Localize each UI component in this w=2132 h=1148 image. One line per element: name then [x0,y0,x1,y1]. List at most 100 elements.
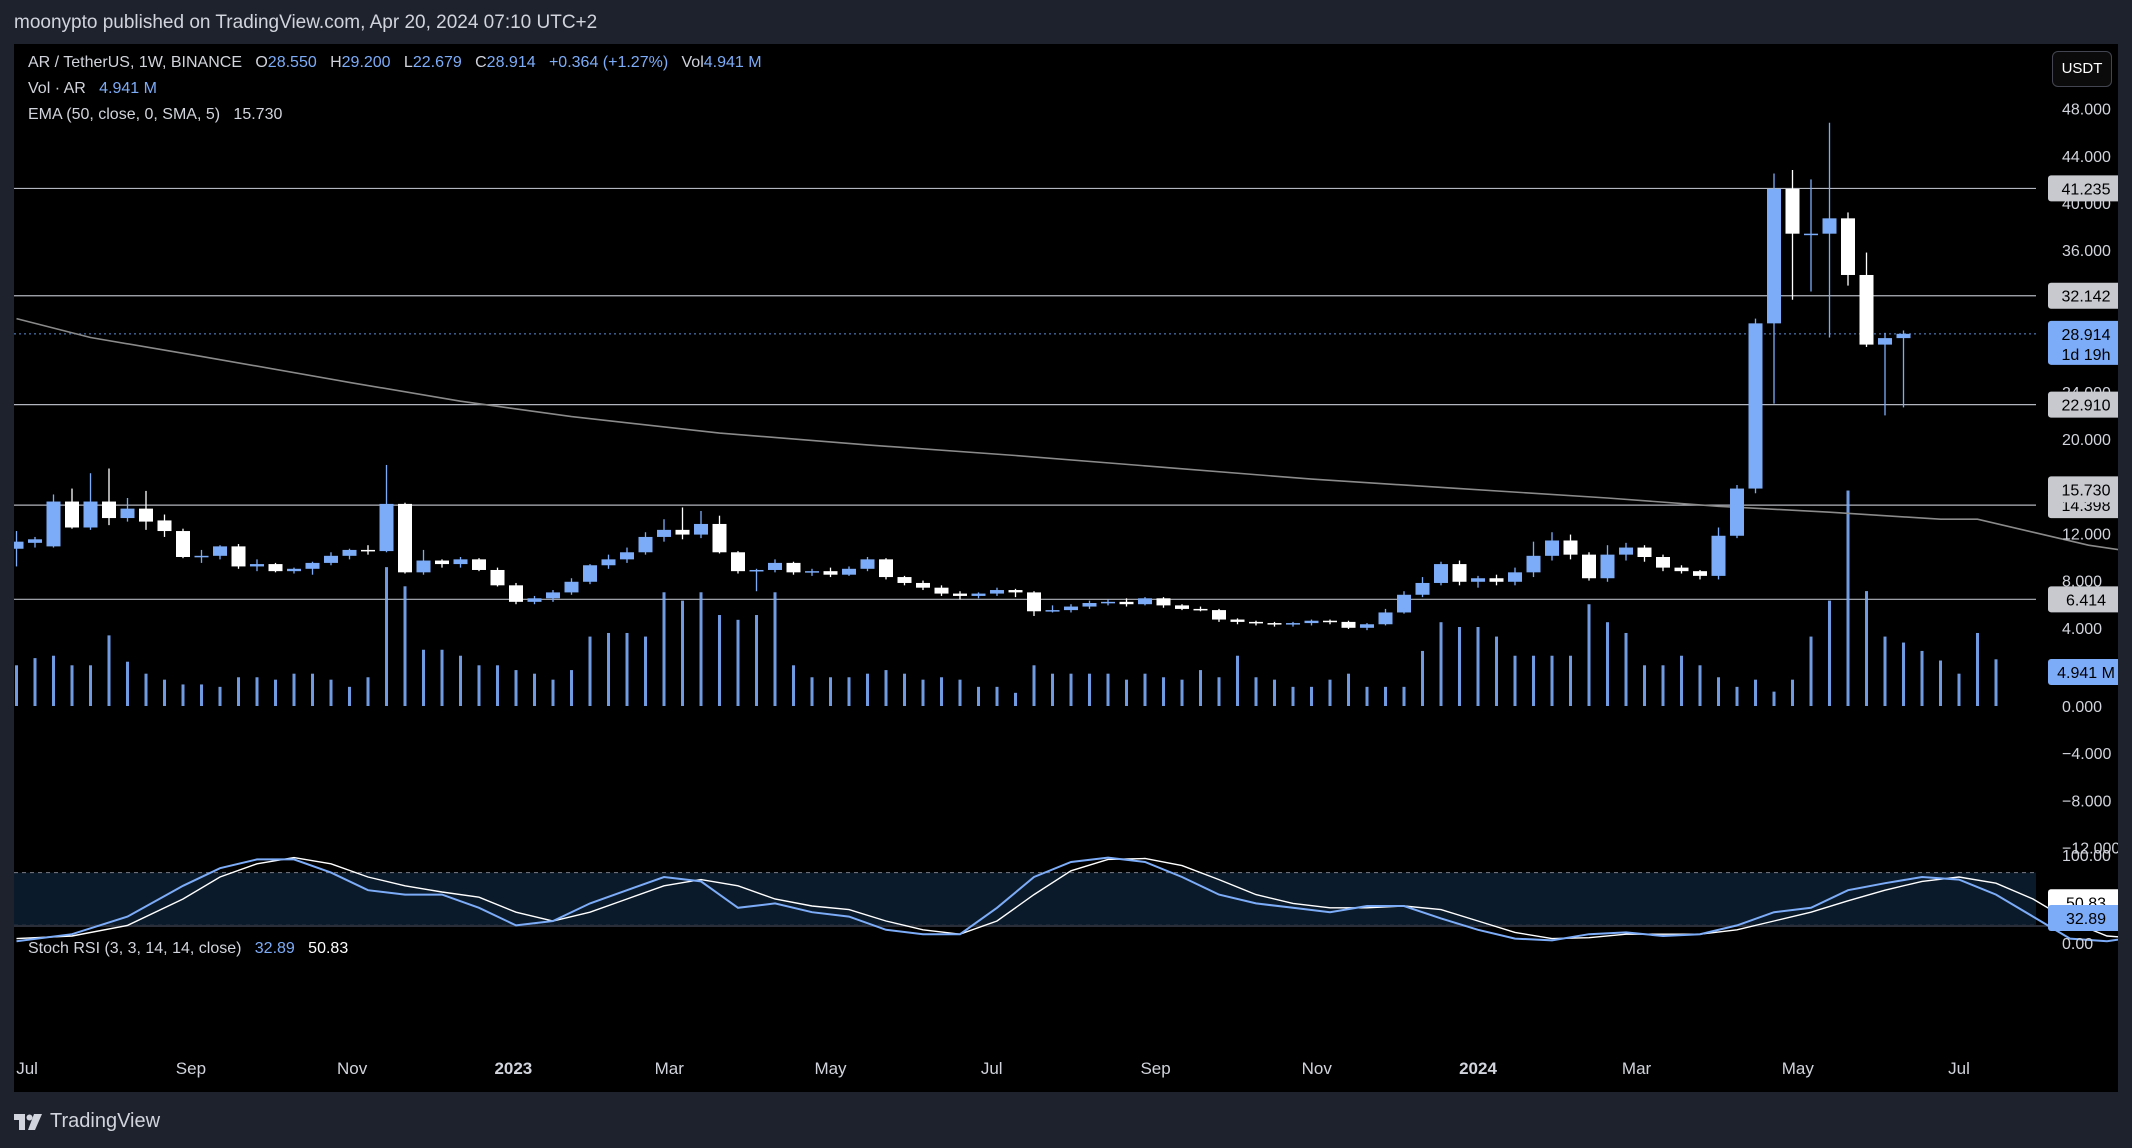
symbol-name[interactable]: AR / TetherUS, 1W, BINANCE [28,54,242,71]
volume-bar [1939,660,1942,706]
candle-body [509,585,523,602]
volume-bar [1606,622,1609,706]
volume-bar [255,677,259,706]
candle-body [1637,547,1652,557]
candle-body [287,568,301,572]
volume-tag-bg [2048,659,2118,685]
candle-body [916,582,930,588]
countdown-tag: 1d 19h [2062,347,2111,364]
candle-body [28,539,42,543]
candle-body [1082,603,1097,607]
candle-body [361,549,375,552]
candle-body [1360,624,1374,628]
candle-body [1656,557,1670,568]
stoch-tick-label: 100.00 [2062,848,2111,865]
candle-body [176,531,190,557]
candle-body [14,541,24,549]
candle-body [250,564,264,567]
footer: TradingView [0,1092,2132,1148]
low-value: 22.679 [412,54,462,71]
volume-legend[interactable]: Vol · AR 4.941 M [28,80,157,98]
candle-body [1415,582,1430,595]
ema-tag-bg [2048,476,2118,503]
candle-body [1711,535,1726,576]
volume-bar [1088,673,1091,706]
open-label: O [255,54,268,71]
candle-body [120,508,135,519]
candle-body [1748,323,1763,489]
candle-body [786,562,801,573]
symbol-legend[interactable]: AR / TetherUS, 1W, BINANCE O28.550 H29.2… [28,54,762,72]
volume-bar [1550,655,1554,706]
candle-body [934,587,949,594]
stoch-d-value: 50.83 [308,940,349,957]
tradingview-brand[interactable]: TradingView [14,1110,160,1133]
candle-body [1508,572,1522,582]
volume-bar [866,673,869,706]
stoch-k-value: 32.89 [254,940,295,957]
candle-body [879,559,893,578]
volume-bar [810,677,814,706]
candle-body [657,529,671,537]
volume-tick-label: −8.000 [2062,793,2111,810]
currency-button[interactable]: USDT [2052,51,2112,87]
candle-body [490,569,505,586]
last-price-tag-bg [2048,320,2118,365]
candle-body [379,503,394,552]
volume-bar [1051,673,1054,706]
candle-body [398,503,412,573]
volume-bar [995,686,999,706]
chart-canvas[interactable]: 4.0008.00012.00016.00020.00024.00028.000… [14,44,2118,1092]
candle-body [1230,619,1245,622]
candle-body [1175,605,1189,609]
time-tick-label: 2024 [1459,1059,1497,1078]
candle-body [527,598,542,602]
candle-body [953,593,967,596]
level-tag-4: 6.414 [2066,592,2106,609]
low-label: L [403,54,413,71]
candle-body [102,501,116,519]
volume-bar [1291,686,1295,706]
high-value: 29.200 [341,54,391,71]
candle-body [897,577,912,583]
volume-tick-label: −12.000 [2062,841,2118,858]
time-tick-label: Mar [1622,1059,1652,1078]
candle-body [675,529,690,535]
stoch-legend-label: Stoch RSI (3, 3, 14, 14, close) [28,940,242,957]
candle-body [731,552,745,572]
volume-bar [533,673,536,706]
candle-body [1693,571,1707,576]
open-value: 28.550 [267,54,317,71]
level-tag-4-bg [2048,586,2118,613]
candle-body [1730,488,1744,536]
candle-body [620,552,634,560]
candle-body [1896,333,1911,339]
level-tag-0-bg [2048,175,2118,202]
volume-bar [422,649,425,706]
volume-bar [773,592,777,706]
candle-body [1323,620,1337,623]
ema-legend[interactable]: EMA (50, close, 0, SMA, 5) 15.730 [28,106,282,124]
candle-body [1341,621,1356,628]
price-tick-label: 44.000 [2062,149,2111,166]
volume-bar [736,619,740,706]
stoch-legend[interactable]: Stoch RSI (3, 3, 14, 14, close) 32.89 50… [28,940,348,958]
ema-legend-label: EMA (50, close, 0, SMA, 5) [28,106,221,123]
candle-body [139,508,153,522]
volume-bar [366,677,370,706]
volume-bar [1846,490,1850,706]
volume-bar [477,665,481,706]
candle-body [1582,554,1596,579]
chart-area[interactable]: 4.0008.00012.00016.00020.00024.00028.000… [14,44,2118,1092]
volume-bar [1254,677,1258,706]
volume-bar [1624,632,1628,706]
volume-tick-label: 0.000 [2062,699,2102,716]
close-label: C [475,54,487,71]
candle-body [1156,598,1171,606]
candle-body [231,546,246,567]
candle-body [83,501,98,528]
stoch-k-line [16,856,2118,943]
volume-bar [1439,622,1443,706]
volume-bar [847,677,851,706]
volume-bar [1772,691,1776,706]
